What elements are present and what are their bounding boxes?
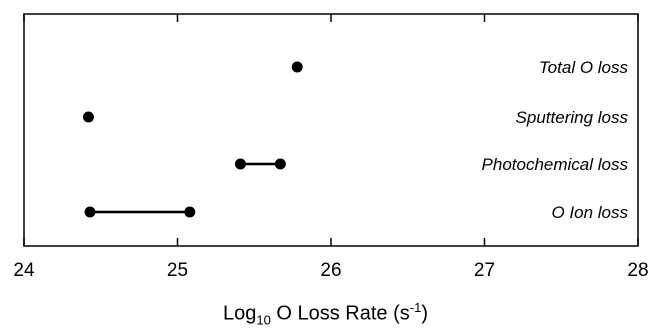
x-tick-label-27: 27 (474, 260, 495, 281)
point-min-photochemical-loss (234, 158, 246, 170)
point-sputtering-loss (82, 111, 94, 123)
point-max-photochemical-loss (274, 158, 286, 170)
x-tick-label-25: 25 (167, 260, 188, 281)
x-axis-label: Log10 O Loss Rate (s-1) (222, 300, 428, 328)
chart-svg: 24 25 26 27 28 Total O loss Sputtering loss Ph… (13, 13, 649, 281)
row-label-photochemical-loss: Photochemical loss (482, 155, 629, 174)
row-label-sputtering-loss: Sputtering loss (516, 108, 629, 127)
row-labels: Total O loss Sputtering loss Photochemical… (482, 58, 629, 222)
point-total-o-loss (291, 61, 303, 73)
x-tick-label-26: 26 (320, 260, 341, 281)
point-min-o-ion-loss (84, 206, 96, 218)
x-tick-label-24: 24 (13, 260, 35, 281)
row-label-o-ion-loss: O Ion loss (551, 203, 628, 222)
data-marks (82, 61, 303, 218)
x-axis: 24 25 26 27 28 (13, 14, 649, 281)
point-max-o-ion-loss (184, 206, 196, 218)
x-tick-label-28: 28 (627, 260, 648, 281)
row-label-total-o-loss: Total O loss (539, 58, 629, 77)
